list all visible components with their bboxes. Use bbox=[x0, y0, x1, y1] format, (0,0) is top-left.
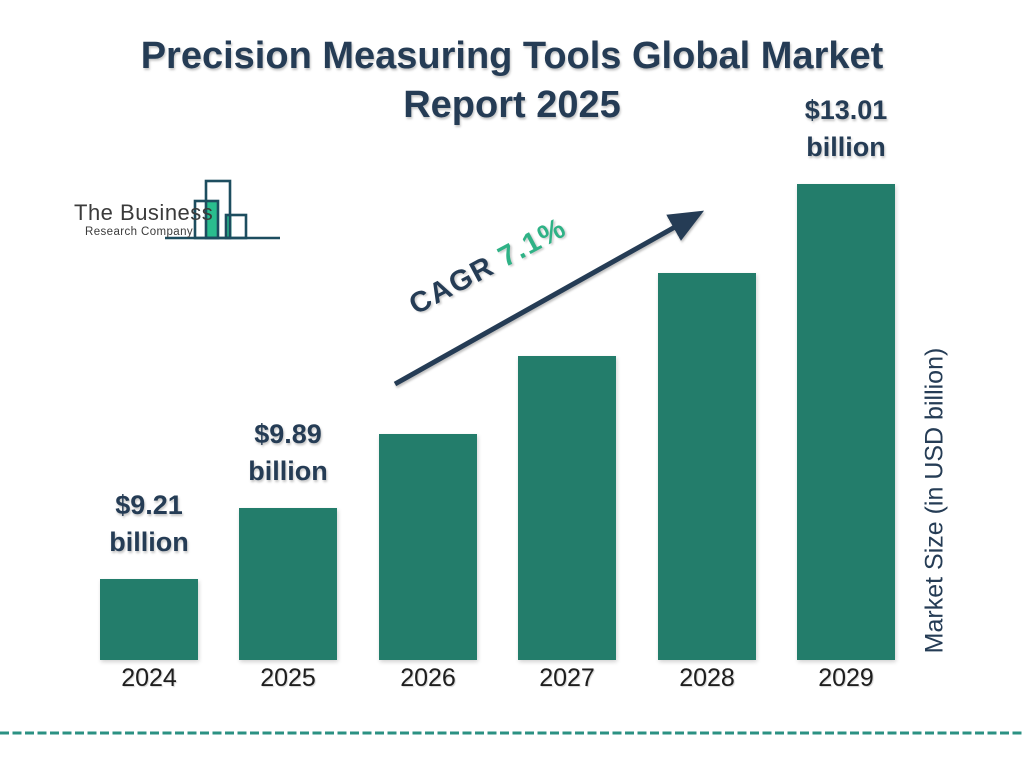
bar-value-label-2025: $9.89 billion bbox=[215, 416, 361, 490]
value-text: $9.21 bbox=[115, 490, 183, 520]
x-axis-tick-2025: 2025 bbox=[260, 664, 316, 692]
bar-2025 bbox=[239, 508, 337, 660]
x-axis-tick-2026: 2026 bbox=[400, 664, 456, 692]
bar-2028 bbox=[658, 273, 756, 660]
x-axis-tick-2024: 2024 bbox=[121, 664, 177, 692]
chart-title: Precision Measuring Tools Global Market … bbox=[0, 32, 1024, 130]
logo-bars-icon: The Business Research Company bbox=[74, 179, 280, 240]
bar-2027 bbox=[518, 356, 616, 660]
y-axis-label: Market Size (in USD billion) bbox=[920, 347, 949, 654]
bar-2026 bbox=[379, 434, 477, 660]
bottom-dashed-divider bbox=[0, 731, 1024, 735]
bar-2029 bbox=[797, 184, 895, 660]
value-unit-text: billion bbox=[248, 456, 328, 486]
x-axis-tick-2027: 2027 bbox=[539, 664, 595, 692]
chart-title-line1: Precision Measuring Tools Global Market bbox=[140, 35, 884, 77]
bar-value-label-2029: $13.01 billion bbox=[773, 92, 919, 166]
value-text: $9.89 bbox=[254, 419, 322, 449]
x-axis-tick-2028: 2028 bbox=[679, 664, 735, 692]
chart-title-line2: Report 2025 bbox=[403, 84, 621, 126]
logo-text-line1: The Business bbox=[74, 200, 213, 225]
company-logo: The Business Research Company bbox=[72, 172, 296, 256]
bar-value-label-2024: $9.21 billion bbox=[76, 487, 222, 561]
x-axis-tick-2029: 2029 bbox=[818, 664, 874, 692]
value-unit-text: billion bbox=[806, 132, 886, 162]
value-text: $13.01 bbox=[804, 95, 888, 125]
value-unit-text: billion bbox=[109, 527, 189, 557]
logo-text-line2: Research Company bbox=[85, 226, 193, 238]
bar-2024 bbox=[100, 579, 198, 660]
